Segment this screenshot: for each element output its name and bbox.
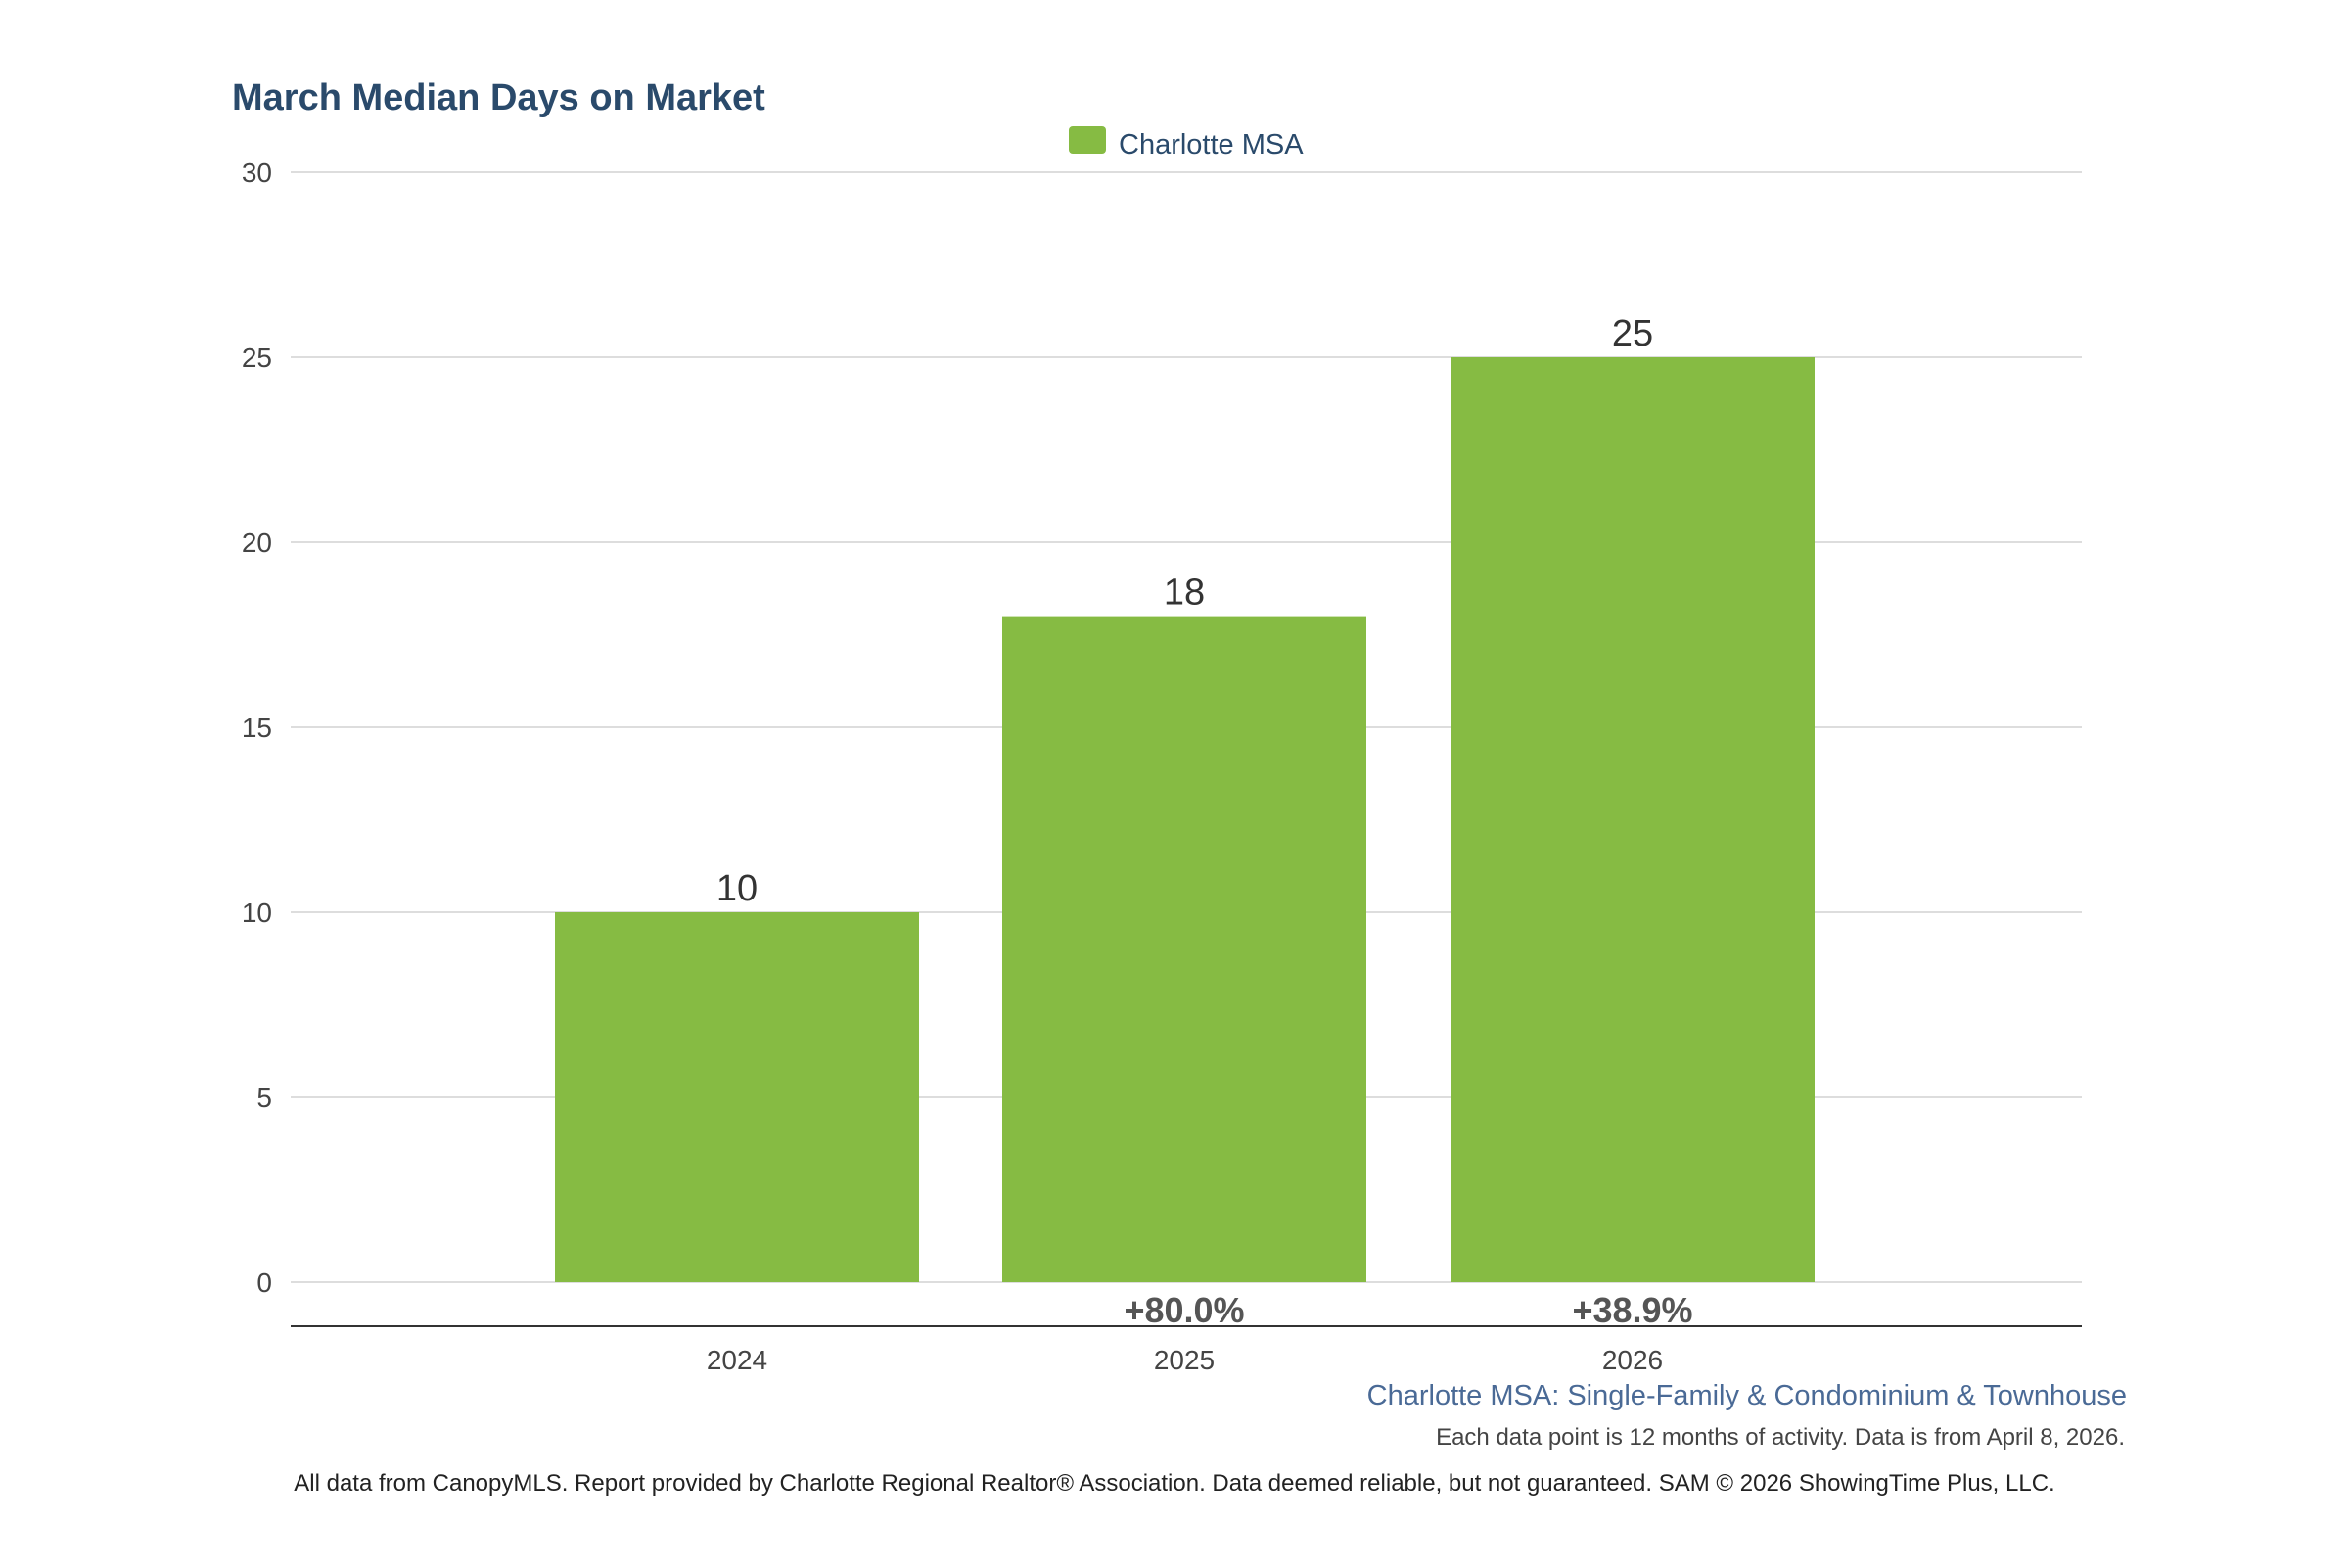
change-labels: +80.0% +38.9% xyxy=(1124,1290,1692,1330)
x-tick-label-2024: 2024 xyxy=(707,1345,767,1375)
y-axis-ticks: 0 5 10 15 20 25 30 xyxy=(242,158,272,1298)
y-tick-label-15: 15 xyxy=(242,713,272,743)
y-tick-label-25: 25 xyxy=(242,343,272,373)
y-tick-label-20: 20 xyxy=(242,528,272,558)
footer-disclaimer: All data from CanopyMLS. Report provided… xyxy=(294,1470,2054,1497)
data-note: Each data point is 12 months of activity… xyxy=(1436,1424,2125,1451)
legend-label: Charlotte MSA xyxy=(1119,129,1304,161)
legend-swatch xyxy=(1069,126,1106,154)
y-tick-label-0: 0 xyxy=(256,1268,272,1298)
y-tick-label-5: 5 xyxy=(256,1083,272,1113)
bar-2026 xyxy=(1451,357,1815,1282)
change-label-2025: +80.0% xyxy=(1124,1290,1244,1330)
change-label-2026: +38.9% xyxy=(1572,1290,1692,1330)
bar-2024 xyxy=(555,912,919,1282)
x-tick-label-2026: 2026 xyxy=(1602,1345,1663,1375)
x-tick-label-2025: 2025 xyxy=(1154,1345,1215,1375)
x-axis-ticks: 2024 2025 2026 xyxy=(707,1345,1663,1375)
series-description: Charlotte MSA: Single-Family & Condomini… xyxy=(1367,1380,2127,1411)
bar-2025 xyxy=(1002,616,1366,1282)
bar-value-label-2024: 10 xyxy=(716,868,758,909)
legend: Charlotte MSA xyxy=(1069,126,1304,161)
y-tick-label-30: 30 xyxy=(242,158,272,188)
bar-value-label-2025: 18 xyxy=(1164,573,1205,614)
bar-value-label-2026: 25 xyxy=(1612,313,1653,354)
y-tick-label-10: 10 xyxy=(242,898,272,928)
bar-value-labels: 10 18 25 xyxy=(716,313,1653,909)
chart-title: March Median Days on Market xyxy=(232,77,765,118)
bars xyxy=(555,357,1815,1282)
